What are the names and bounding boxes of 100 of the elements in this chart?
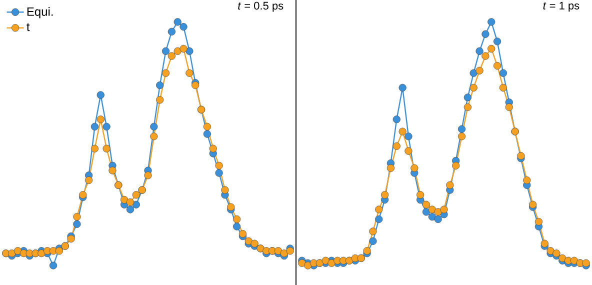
legend-label: Equi.: [27, 7, 53, 18]
point: [126, 198, 134, 206]
point: [422, 200, 430, 208]
point: [375, 206, 383, 214]
point: [233, 215, 241, 224]
point: [250, 240, 258, 248]
point: [14, 247, 22, 255]
point: [493, 38, 502, 46]
point: [67, 234, 75, 243]
point: [470, 69, 478, 77]
point: [464, 94, 472, 102]
point: [162, 47, 170, 55]
point: [215, 169, 223, 177]
point: [369, 237, 377, 245]
point: [546, 247, 554, 255]
point: [488, 44, 496, 53]
point: [203, 122, 211, 130]
legend-label: t: [26, 23, 30, 32]
point: [96, 116, 104, 124]
chart-title: t = 0.5 ps: [238, 2, 284, 12]
point: [322, 256, 330, 264]
point: [221, 186, 229, 194]
chart-title: t = 1 ps: [543, 2, 580, 12]
point: [102, 122, 110, 130]
point: [38, 250, 46, 258]
point: [186, 47, 194, 55]
point: [132, 191, 140, 199]
point: [434, 215, 442, 224]
point: [476, 47, 484, 55]
point: [392, 116, 400, 124]
point: [529, 200, 537, 208]
point: [150, 122, 158, 130]
point: [192, 81, 200, 90]
point: [493, 62, 502, 70]
point: [90, 144, 99, 152]
point: [386, 164, 395, 172]
point: [96, 91, 104, 99]
point: [458, 132, 466, 140]
point: [398, 84, 406, 92]
point: [328, 259, 336, 267]
point: [73, 212, 81, 221]
point: [126, 206, 134, 214]
point: [523, 176, 531, 184]
point: [446, 181, 454, 189]
point: [428, 206, 436, 214]
point: [534, 218, 543, 226]
point: [398, 128, 406, 136]
point: [286, 247, 294, 255]
point: [227, 203, 235, 211]
point: [238, 230, 247, 238]
point: [203, 130, 211, 138]
point: [73, 220, 81, 228]
point: [375, 215, 383, 224]
point: [102, 144, 110, 152]
point: [156, 81, 164, 90]
point: [162, 69, 170, 77]
point: [440, 206, 448, 214]
point: [434, 208, 442, 216]
point: [410, 164, 418, 172]
point: [416, 191, 424, 199]
point: [558, 254, 566, 262]
point: [428, 212, 436, 221]
point: [150, 132, 158, 140]
point: [174, 18, 182, 26]
point: [582, 259, 590, 267]
point: [540, 240, 548, 248]
point: [49, 262, 58, 270]
point: [120, 196, 128, 204]
point: [180, 23, 188, 31]
point: [85, 176, 93, 184]
point: [274, 247, 282, 255]
point: [570, 256, 578, 264]
point: [215, 162, 223, 170]
point: [482, 52, 490, 60]
point: [381, 191, 389, 199]
point: [108, 166, 116, 174]
point: [280, 250, 288, 258]
point: [404, 132, 412, 140]
point: [174, 47, 182, 55]
point: [180, 44, 188, 53]
point: [298, 259, 306, 267]
point: [186, 69, 194, 77]
point: [156, 96, 164, 104]
point: [552, 250, 560, 258]
point: [517, 152, 525, 160]
point: [244, 237, 252, 245]
point: [404, 147, 412, 155]
point: [505, 103, 513, 111]
point: [79, 191, 87, 199]
point: [55, 247, 64, 255]
point: [144, 172, 152, 180]
point: [363, 247, 371, 255]
point: [90, 122, 99, 130]
point: [132, 200, 140, 208]
point: [369, 228, 377, 236]
point: [209, 144, 217, 152]
point: [499, 69, 507, 77]
point: [422, 208, 430, 216]
point: [392, 142, 400, 150]
point: [452, 162, 460, 170]
